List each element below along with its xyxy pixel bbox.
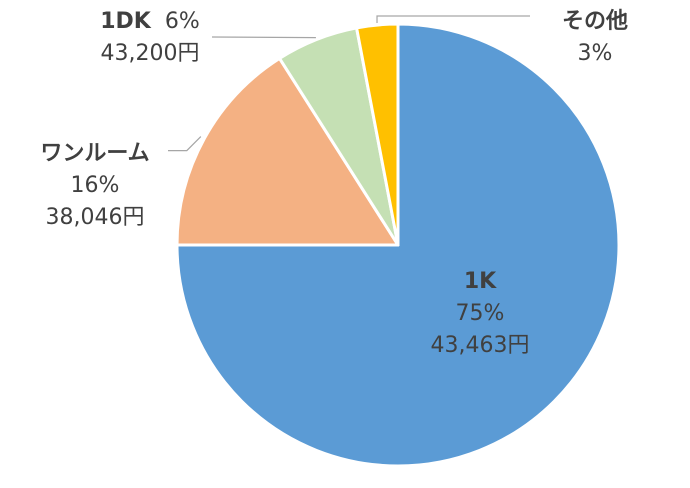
label-other-name: その他 — [561, 9, 628, 34]
label-1k: 1K 75% 43,463円 — [400, 266, 560, 362]
label-1k-value: 43,463円 — [430, 333, 530, 358]
label-one-room-value: 38,046円 — [45, 205, 145, 230]
pie-slice-1k — [175, 22, 621, 468]
label-1dk-name: 1DK — [100, 9, 151, 34]
leader-line-1dk — [211, 36, 316, 39]
label-1k-name: 1K — [463, 269, 497, 294]
label-1dk-percent: 6% — [164, 9, 200, 34]
label-other: その他 3% — [540, 6, 650, 70]
label-one-room-name: ワンルーム — [40, 141, 150, 166]
pie-slice-other — [355, 22, 400, 247]
label-other-percent: 3% — [577, 41, 613, 66]
leader-line-one-room — [168, 136, 202, 152]
label-1dk: 1DK 6% 43,200円 — [70, 6, 230, 70]
label-1k-percent: 75% — [455, 301, 505, 326]
label-one-room-percent: 16% — [70, 173, 120, 198]
leader-line-other — [376, 15, 530, 23]
pie-slice-one-room — [175, 56, 400, 247]
label-one-room: ワンルーム 16% 38,046円 — [0, 138, 190, 234]
label-1dk-value: 43,200円 — [100, 41, 200, 66]
